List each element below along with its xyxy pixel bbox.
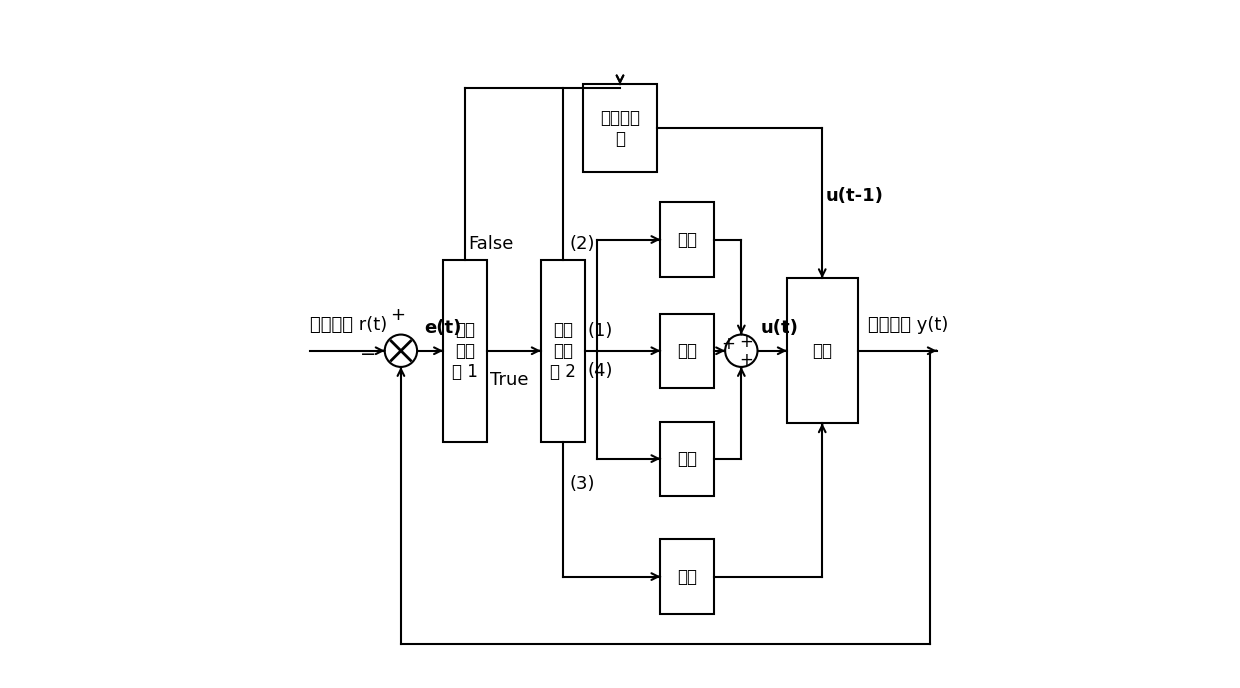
- Text: 列车: 列车: [812, 342, 832, 360]
- Text: (2): (2): [569, 235, 595, 253]
- Text: 事件
监测
器 1: 事件 监测 器 1: [453, 321, 477, 380]
- Text: u(t-1): u(t-1): [826, 186, 883, 205]
- Text: 积分: 积分: [677, 342, 697, 360]
- Text: (1): (1): [588, 321, 613, 339]
- Bar: [583, 85, 657, 172]
- Text: e(t): e(t): [424, 319, 461, 337]
- Text: +: +: [739, 333, 753, 351]
- Text: −: −: [361, 345, 377, 364]
- Bar: [661, 539, 714, 614]
- Text: 比例: 比例: [677, 568, 697, 585]
- Text: 微分: 微分: [677, 449, 697, 468]
- Text: u(t): u(t): [761, 319, 799, 337]
- Text: True: True: [490, 371, 528, 389]
- Text: +: +: [722, 335, 735, 353]
- Text: 零阶保持
器: 零阶保持 器: [600, 109, 640, 148]
- Bar: [661, 314, 714, 388]
- Text: 事件
监测
器 2: 事件 监测 器 2: [549, 321, 575, 380]
- Bar: [661, 422, 714, 495]
- Text: +: +: [391, 306, 405, 325]
- Bar: [661, 202, 714, 277]
- Circle shape: [725, 334, 758, 367]
- Text: False: False: [469, 235, 513, 253]
- Bar: [541, 260, 584, 442]
- Text: (4): (4): [588, 362, 613, 380]
- Text: 输出信号 y(t): 输出信号 y(t): [868, 316, 949, 334]
- Bar: [787, 278, 858, 423]
- Text: 比例: 比例: [677, 230, 697, 248]
- Bar: [443, 260, 487, 442]
- Circle shape: [384, 334, 417, 367]
- Text: +: +: [739, 351, 753, 369]
- Text: (3): (3): [569, 475, 595, 493]
- Text: 输入信号 r(t): 输入信号 r(t): [310, 316, 387, 334]
